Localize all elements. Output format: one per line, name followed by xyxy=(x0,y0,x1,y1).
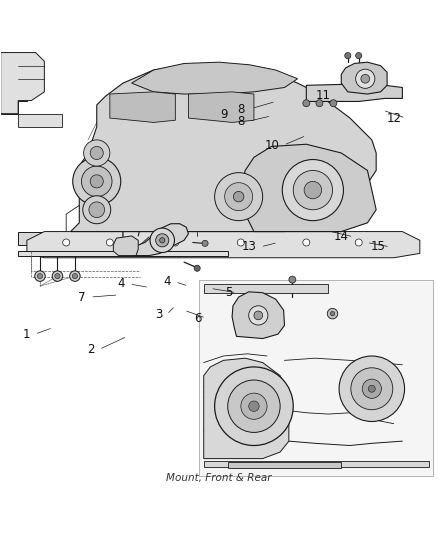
Polygon shape xyxy=(204,358,289,458)
Circle shape xyxy=(70,271,80,281)
Circle shape xyxy=(293,171,332,210)
Circle shape xyxy=(339,356,405,422)
Text: 4: 4 xyxy=(163,275,171,288)
Circle shape xyxy=(362,379,381,398)
Polygon shape xyxy=(71,66,376,231)
Circle shape xyxy=(63,239,70,246)
Polygon shape xyxy=(132,62,297,94)
Polygon shape xyxy=(228,462,341,468)
Circle shape xyxy=(81,166,112,197)
Circle shape xyxy=(52,271,63,281)
Polygon shape xyxy=(132,224,188,256)
Text: 10: 10 xyxy=(265,139,279,151)
Polygon shape xyxy=(188,92,254,123)
Circle shape xyxy=(345,53,351,59)
Polygon shape xyxy=(18,114,62,127)
Circle shape xyxy=(225,183,253,211)
Text: 12: 12 xyxy=(386,111,402,125)
Circle shape xyxy=(303,100,310,107)
Circle shape xyxy=(202,240,208,246)
Polygon shape xyxy=(18,231,263,245)
Text: 3: 3 xyxy=(155,308,162,321)
Circle shape xyxy=(249,401,259,411)
Circle shape xyxy=(327,309,338,319)
Polygon shape xyxy=(199,280,433,476)
Circle shape xyxy=(159,238,165,243)
Circle shape xyxy=(303,239,310,246)
Circle shape xyxy=(37,273,42,279)
Circle shape xyxy=(351,368,393,410)
Text: 15: 15 xyxy=(371,240,386,253)
Circle shape xyxy=(316,100,323,107)
Text: 2: 2 xyxy=(87,343,95,356)
Circle shape xyxy=(84,140,110,166)
Text: 13: 13 xyxy=(241,240,256,253)
Polygon shape xyxy=(232,292,285,338)
Circle shape xyxy=(330,311,335,316)
Circle shape xyxy=(35,271,45,281)
Circle shape xyxy=(90,175,103,188)
Text: 8: 8 xyxy=(237,115,244,127)
Text: 4: 4 xyxy=(118,278,125,290)
Circle shape xyxy=(172,239,179,246)
Polygon shape xyxy=(27,231,420,258)
Polygon shape xyxy=(1,53,44,114)
Polygon shape xyxy=(204,461,428,467)
Circle shape xyxy=(356,53,362,59)
Circle shape xyxy=(233,191,244,202)
Circle shape xyxy=(73,157,121,205)
Polygon shape xyxy=(306,84,403,101)
Polygon shape xyxy=(1,53,27,114)
Circle shape xyxy=(237,239,244,246)
Circle shape xyxy=(355,239,362,246)
Circle shape xyxy=(83,196,111,224)
Text: 1: 1 xyxy=(23,328,30,341)
Polygon shape xyxy=(113,236,138,256)
Circle shape xyxy=(283,159,343,221)
Circle shape xyxy=(254,311,263,320)
Text: 11: 11 xyxy=(315,89,330,102)
Polygon shape xyxy=(110,92,175,123)
Text: 8: 8 xyxy=(237,103,244,116)
Text: 14: 14 xyxy=(334,230,349,243)
Circle shape xyxy=(89,202,105,217)
Circle shape xyxy=(150,228,174,253)
Circle shape xyxy=(72,273,78,279)
Circle shape xyxy=(368,385,375,392)
Circle shape xyxy=(106,239,113,246)
Circle shape xyxy=(155,234,169,247)
Circle shape xyxy=(55,273,60,279)
Text: 7: 7 xyxy=(78,290,86,304)
Circle shape xyxy=(356,69,375,88)
Circle shape xyxy=(215,173,263,221)
Text: 5: 5 xyxy=(225,286,232,299)
Circle shape xyxy=(289,276,296,283)
Polygon shape xyxy=(204,284,328,293)
Circle shape xyxy=(90,147,103,159)
Circle shape xyxy=(194,265,200,271)
Polygon shape xyxy=(241,144,376,231)
Circle shape xyxy=(215,367,293,446)
Circle shape xyxy=(361,75,370,83)
Circle shape xyxy=(249,306,268,325)
Circle shape xyxy=(241,393,267,419)
Text: 6: 6 xyxy=(194,311,201,325)
Circle shape xyxy=(330,100,337,107)
Circle shape xyxy=(304,181,321,199)
Text: Mount, Front & Rear: Mount, Front & Rear xyxy=(166,473,272,482)
Text: 9: 9 xyxy=(220,108,228,121)
Polygon shape xyxy=(341,62,387,94)
Polygon shape xyxy=(18,251,228,256)
Circle shape xyxy=(228,380,280,432)
